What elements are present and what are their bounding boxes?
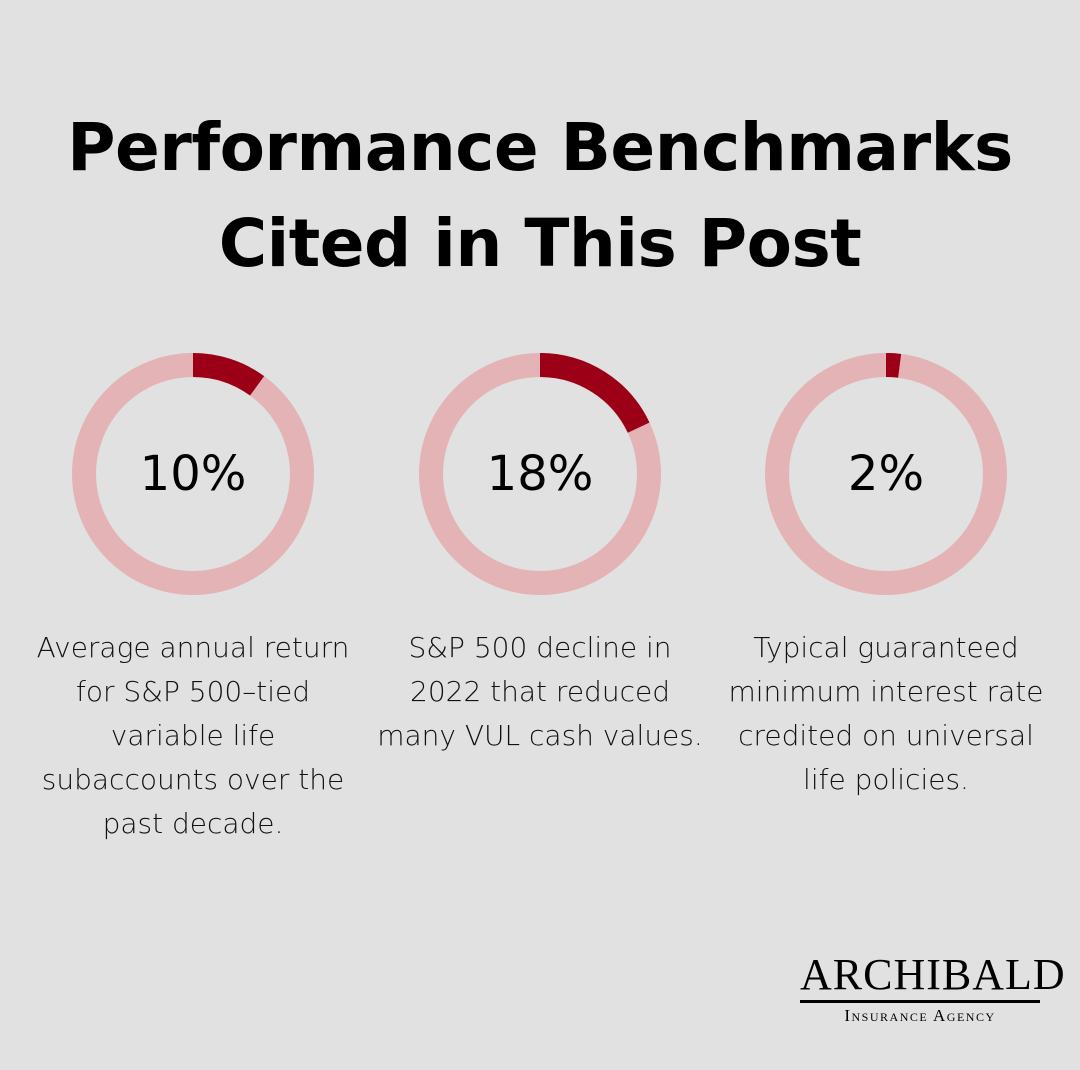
logo-name: Archibald xyxy=(800,952,1065,1003)
stat-value: 10% xyxy=(139,446,247,502)
stat-description: Typical guaranteed minimum interest rate… xyxy=(728,631,1044,796)
stat-card: 18% S&P 500 decline in 2022 that reduced… xyxy=(367,352,713,758)
stat-value: 18% xyxy=(486,446,594,502)
stat-description: Average annual return for S&P 500–tied v… xyxy=(36,631,350,840)
page-title: Performance Benchmarks Cited in This Pos… xyxy=(0,100,1080,292)
donut-ring xyxy=(72,353,314,595)
donut-ring xyxy=(419,353,661,595)
stat-value: 2% xyxy=(847,446,925,502)
donut-ring xyxy=(765,353,1007,595)
donut-chart: 18% xyxy=(418,352,662,596)
donut-chart: 10% xyxy=(71,352,315,596)
logo-tagline: Insurance Agency xyxy=(844,1006,996,1025)
stat-card: 2% Typical guaranteed minimum interest r… xyxy=(713,352,1059,802)
title-line-1: Performance Benchmarks xyxy=(67,109,1013,186)
title-line-2: Cited in This Post xyxy=(218,205,862,282)
company-logo: Archibald Insurance Agency xyxy=(800,952,1065,1026)
stat-description: S&P 500 decline in 2022 that reduced man… xyxy=(377,631,703,752)
donut-chart: 2% xyxy=(764,352,1008,596)
stat-card: 10% Average annual return for S&P 500–ti… xyxy=(20,352,366,846)
